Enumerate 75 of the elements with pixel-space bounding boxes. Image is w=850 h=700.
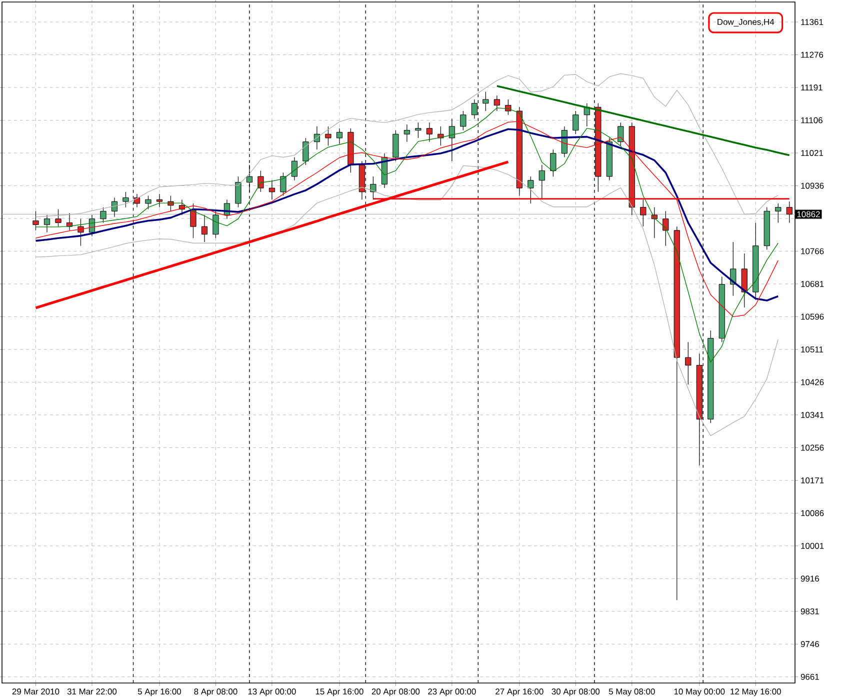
candlestick [122,192,129,208]
candlestick [538,164,545,200]
candlestick [235,176,242,208]
x-tick-label: 27 Apr 16:00 [496,688,544,696]
y-tick-label: 10086 [801,510,824,516]
candlestick [190,203,196,238]
candlestick [786,201,792,224]
candlestick [640,199,646,227]
candlestick [685,342,692,385]
candlestick [415,122,422,138]
candlestick [302,138,309,166]
x-tick-label: 23 Apr 00:00 [428,688,476,696]
candlestick [78,218,84,246]
candlestick [336,128,343,144]
candlestick [426,122,432,142]
candlestick [258,170,264,192]
candlestick [212,210,219,238]
candlestick [550,149,556,177]
candlestick [460,110,466,131]
candlestick [44,214,50,233]
candlestick [145,195,152,210]
y-tick-label: 9661 [800,674,819,680]
y-tick-label: 10426 [801,379,824,386]
x-tick-label: 8 Apr 08:00 [194,688,238,696]
y-tick-label: 10681 [801,280,824,287]
x-tick-label: 30 Apr 08:00 [552,688,600,696]
x-tick-label: 15 Apr 16:00 [316,688,364,696]
candlestick [55,208,62,227]
y-tick-label: 10511 [801,346,824,352]
candlestick [280,172,286,196]
y-tick-label: 11021 [801,150,824,156]
candlestick [662,210,669,246]
x-tick-label: 10 May 00:00 [674,688,725,696]
x-tick-label: 5 Apr 16:00 [138,688,182,696]
candlestick [291,156,298,181]
x-tick-label: 13 Apr 00:00 [248,688,296,696]
y-tick-label: 11106 [801,117,822,124]
y-tick-label: 11191 [801,84,822,90]
candlestick [572,110,579,134]
candlestick [100,206,106,224]
candlestick [505,99,512,116]
y-tick-label: 10596 [801,314,824,320]
candlestick [392,130,399,162]
candlestick [482,91,489,112]
x-tick-label: 12 May 16:00 [730,688,781,696]
y-tick-label: 9746 [800,641,819,648]
ref-line-label: 10862 [797,211,820,218]
candlestick [156,194,163,208]
candlestick [775,203,782,224]
text: Dow_Jones,H4 [718,18,774,26]
y-tick-label: 11276 [801,52,824,58]
candlestick [111,197,118,218]
candlestick [494,95,500,112]
x-tick-label: 29 Mar 2010 [12,688,60,695]
candlestick [448,118,455,162]
candlestick [404,124,410,142]
candlestick [201,214,208,242]
x-tick-label: 20 Apr 08:00 [372,688,420,696]
y-tick-label: 9916 [800,576,819,582]
candlestick [741,253,748,308]
candlestick [268,180,276,200]
y-tick-label: 10001 [801,542,824,549]
y-tick-label: 9831 [800,608,819,614]
candlestick [32,210,39,231]
candlestick [528,176,534,204]
x-tick-label: 31 Mar 22:00 [67,688,117,695]
y-tick-label: 10256 [801,444,824,451]
y-tick-label: 10766 [801,248,824,254]
y-tick-label: 10171 [801,477,824,484]
y-tick-label: 11361 [801,19,824,26]
y-tick-label: 10936 [801,182,824,189]
x-tick-label: 5 May 08:00 [608,688,655,696]
candlestick [325,126,332,146]
candlestick [618,122,624,146]
y-tick-label: 10341 [801,412,824,418]
